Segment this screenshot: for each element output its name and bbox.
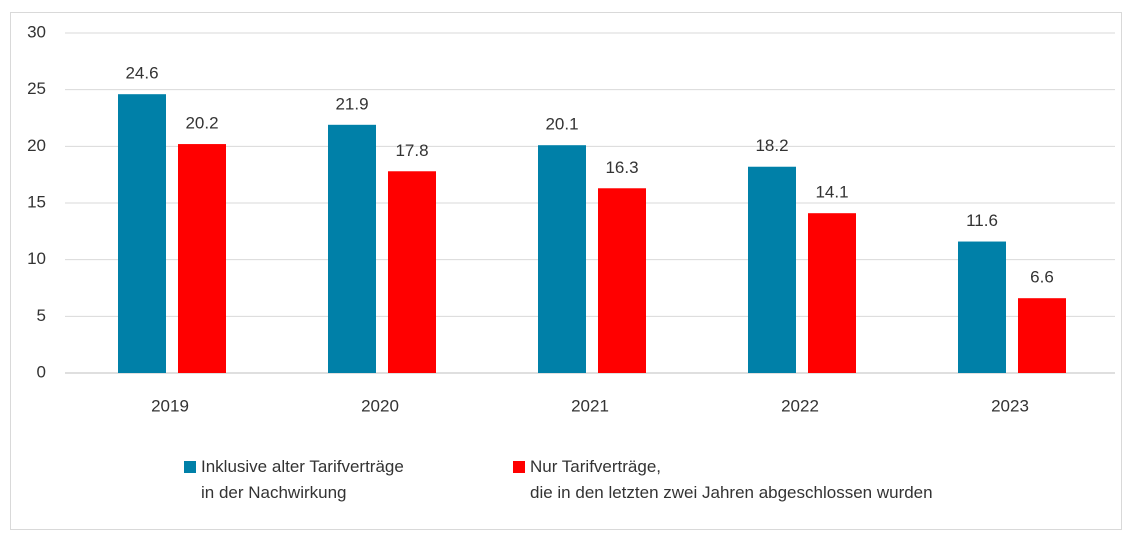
x-tick-label: 2020 [361,396,399,415]
x-tick-label: 2021 [571,396,609,415]
x-tick-label: 2023 [991,396,1029,415]
bar [748,166,796,373]
bar [1018,298,1066,373]
y-tick-label: 15 [27,192,46,211]
legend-label: Nur Tarifverträge, die in den letzten zw… [530,457,933,502]
data-label: 11.6 [966,211,998,230]
y-tick-label: 5 [37,306,46,325]
bar [958,241,1006,373]
y-tick-label: 0 [37,362,46,381]
bar [598,188,646,373]
x-tick-label: 2019 [151,396,189,415]
bar [178,144,226,373]
data-label: 16.3 [605,158,638,177]
bar [118,94,166,373]
legend-label: Inklusive alter Tarifverträge in der Nac… [201,457,404,502]
x-tick-label: 2022 [781,396,819,415]
bar [538,145,586,373]
y-tick-label: 20 [27,136,46,155]
data-label: 18.2 [755,136,788,155]
legend-swatch [184,461,196,473]
data-label: 17.8 [395,141,428,160]
data-label: 14.1 [815,183,848,202]
bar [328,124,376,373]
data-label: 6.6 [1030,268,1054,287]
data-label: 20.2 [185,114,218,133]
data-label: 24.6 [125,64,158,83]
legend-swatch [513,461,525,473]
bar [808,213,856,373]
bar [388,171,436,373]
chart-border [10,12,1122,530]
data-label: 21.9 [335,94,368,113]
y-tick-label: 30 [27,22,46,41]
y-tick-label: 25 [27,79,46,98]
data-label: 20.1 [545,115,578,134]
y-tick-label: 10 [27,249,46,268]
